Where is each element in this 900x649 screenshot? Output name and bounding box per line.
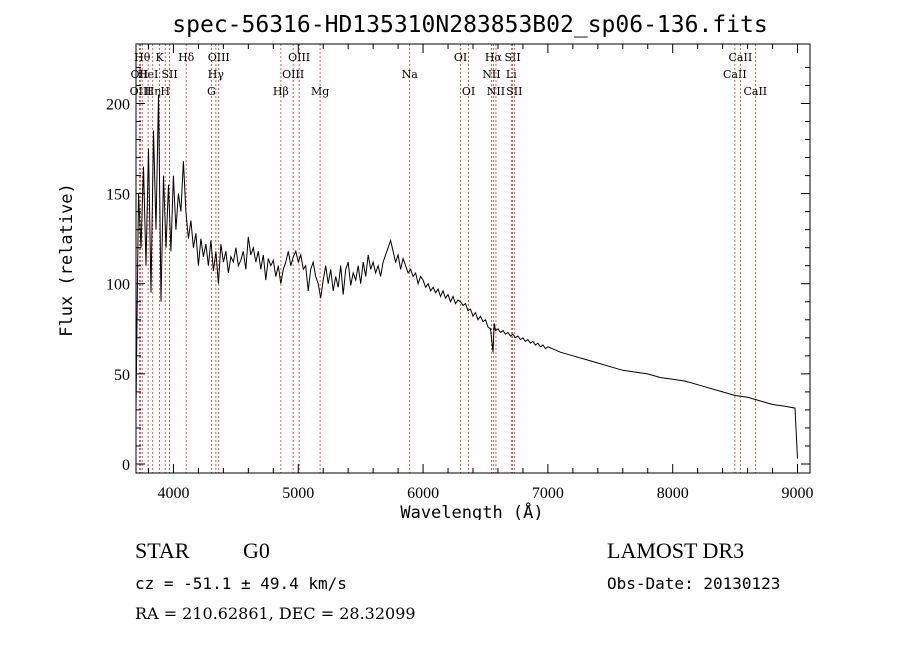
object-subclass: G0 xyxy=(243,538,270,563)
y-tick-label: 100 xyxy=(106,277,130,294)
line-label-6: H xyxy=(160,85,170,98)
x-axis-label: Wavelength (Å) xyxy=(400,501,543,520)
y-tick-label: 0 xyxy=(122,457,130,474)
line-label-1: OIII xyxy=(130,85,152,98)
line-label-22: Li xyxy=(506,68,517,81)
line-label-2: Hθ xyxy=(134,51,151,64)
line-label-3: HeI xyxy=(138,68,158,81)
line-label-16: Na xyxy=(402,68,419,81)
line-label-20: Hα xyxy=(485,51,503,64)
line-label-17: OI xyxy=(454,51,467,64)
line-label-13: OIII xyxy=(282,68,304,81)
line-label-11: OIII xyxy=(208,51,230,64)
x-tick-label: 8000 xyxy=(657,485,689,502)
y-tick-label: 200 xyxy=(106,96,130,113)
object-class: STAR xyxy=(135,538,190,563)
line-label-10: Hγ xyxy=(208,68,225,81)
line-label-19: NII xyxy=(482,68,500,81)
x-tick-label: 7000 xyxy=(532,485,564,502)
line-label-15: Mg xyxy=(311,85,329,98)
spectrum-chart: spec-56316-HD135310N283853B02_sp06-136.f… xyxy=(57,12,814,520)
line-label-25: CaII xyxy=(723,68,747,81)
line-label-4: Hη xyxy=(145,85,161,98)
line-label-9: G xyxy=(207,85,216,98)
spectral-line-markers: OIIOIIIHθHeIHηKHSIIHδGHγOIIIHβOIIIOIIIMg… xyxy=(130,44,767,473)
line-label-26: CaII xyxy=(729,51,753,64)
chart-title: spec-56316-HD135310N283853B02_sp06-136.f… xyxy=(172,12,767,38)
line-label-23: SII xyxy=(504,51,520,64)
y-axis-label: Flux (relative) xyxy=(57,183,77,337)
flux-series-line xyxy=(135,94,798,459)
x-tick-label: 6000 xyxy=(407,485,439,502)
line-label-27: CaII xyxy=(743,85,767,98)
line-label-24: SII xyxy=(506,85,522,98)
line-label-12: Hβ xyxy=(273,85,289,98)
y-tick-label: 50 xyxy=(114,367,130,384)
observation-date: Obs-Date: 20130123 xyxy=(607,574,781,593)
line-label-18: OI xyxy=(462,85,475,98)
line-label-21: NII xyxy=(487,85,505,98)
line-label-7: SII xyxy=(161,68,177,81)
y-tick-label: 150 xyxy=(106,187,130,204)
line-label-0: OII xyxy=(131,68,149,81)
x-tick-label: 9000 xyxy=(782,485,814,502)
y-axis-ticks: 0 50 100 150 200 xyxy=(106,66,810,474)
line-label-8: Hδ xyxy=(178,51,195,64)
line-label-14: OIII xyxy=(288,51,310,64)
x-tick-label: 4000 xyxy=(157,485,189,502)
survey-name: LAMOST DR3 xyxy=(607,538,745,563)
x-tick-label: 5000 xyxy=(282,485,314,502)
coordinates: RA = 210.62861, DEC = 28.32099 xyxy=(135,604,416,623)
x-axis-ticks: 4000 5000 6000 7000 8000 9000 xyxy=(147,44,814,502)
line-label-5: K xyxy=(155,51,164,64)
redshift-cz: cz = -51.1 ± 49.4 km/s xyxy=(135,574,347,593)
